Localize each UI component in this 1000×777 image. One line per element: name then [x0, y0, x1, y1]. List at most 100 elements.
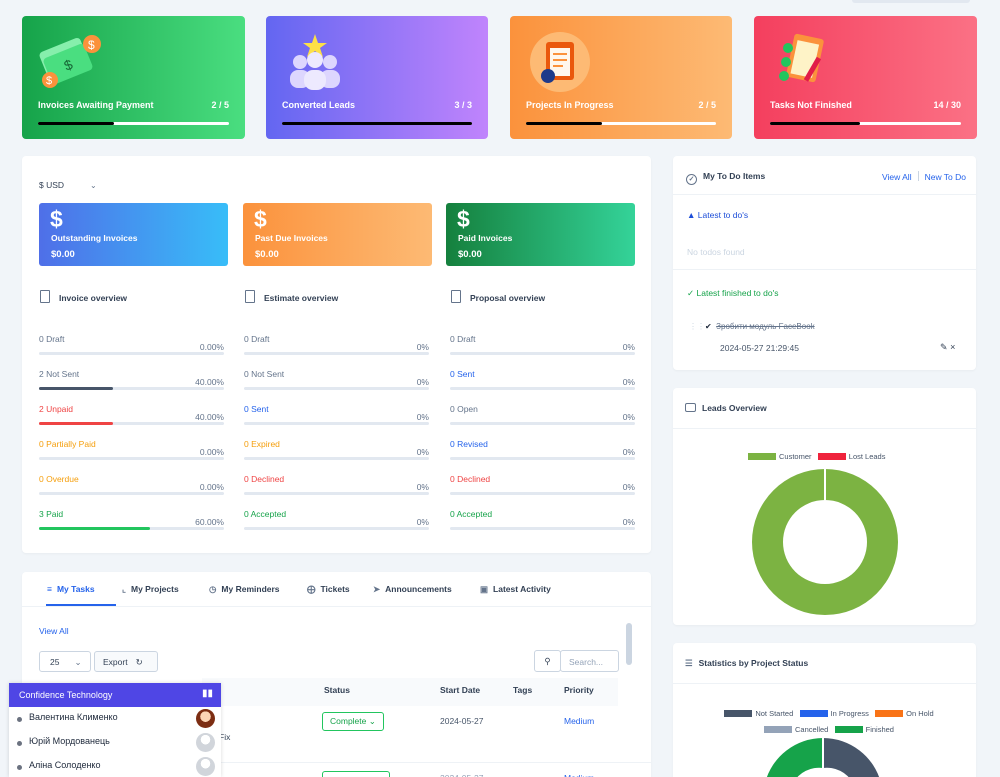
chat-user[interactable]: Валентина Клименко: [9, 707, 221, 731]
chat-user[interactable]: Аліна Солоденко: [9, 755, 221, 777]
leads-title: Leads Overview: [685, 403, 767, 413]
stat-card-tasks-not-finished[interactable]: Tasks Not Finished 14 / 30: [754, 16, 977, 139]
row-label[interactable]: 0 Declined: [244, 474, 285, 484]
task-name-fragment[interactable]: Fix: [219, 732, 231, 742]
past-due-invoices-card[interactable]: $ Past Due Invoices $0.00: [243, 203, 432, 266]
search-icon[interactable]: ⚲: [534, 650, 561, 672]
legend-not-started: Not Started: [755, 709, 794, 718]
stat-label: Tasks Not Finished: [770, 100, 852, 110]
tab-my-projects[interactable]: ⌞ My Projects: [122, 584, 179, 594]
row-progress-fill: [39, 527, 150, 530]
close-icon[interactable]: ×: [950, 342, 956, 352]
chart-icon: ⌞: [122, 584, 126, 594]
legend-swatch: [724, 710, 753, 717]
tab-my-reminders[interactable]: ◷ My Reminders: [209, 584, 280, 594]
column-status[interactable]: Status: [324, 685, 350, 695]
legend-swatch: [764, 726, 792, 733]
project-status-donut-chart: [766, 738, 880, 777]
bars-icon: ☰: [685, 658, 693, 668]
export-button[interactable]: Export ↻: [94, 651, 158, 672]
row-label[interactable]: 0 Draft: [244, 334, 270, 344]
status-dropdown[interactable]: Complete ⌄: [322, 712, 384, 731]
team-star-icon: [290, 34, 340, 90]
row-percent: 0%: [416, 447, 429, 457]
row-label[interactable]: 2 Unpaid: [39, 404, 74, 414]
row-label[interactable]: 0 Open: [450, 404, 478, 414]
row-label[interactable]: 0 Draft: [450, 334, 476, 344]
row-label[interactable]: 0 Accepted: [450, 509, 493, 519]
refresh-icon[interactable]: ↻: [135, 657, 143, 667]
dollar-icon: $: [254, 206, 267, 232]
page-size-select[interactable]: 25 ⌄: [39, 651, 91, 672]
stat-progress-track: [282, 122, 472, 125]
tab-announcements[interactable]: ➤ Announcements: [373, 584, 452, 594]
card-value: $0.00: [255, 249, 279, 260]
scrollbar-thumb[interactable]: [626, 623, 632, 665]
tab-my-tasks[interactable]: ≡ My Tasks: [47, 584, 95, 594]
row-label[interactable]: 3 Paid: [39, 509, 64, 519]
new-todo-link[interactable]: New To Do: [924, 172, 966, 182]
status-dropdown[interactable]: [322, 771, 390, 777]
column-priority[interactable]: Priority: [564, 685, 594, 695]
chat-toggle-icon[interactable]: ▮▮: [201, 688, 213, 699]
drag-handle-icon[interactable]: ⋮⋮: [689, 322, 705, 331]
row-label[interactable]: 0 Accepted: [244, 509, 287, 519]
currency-value: $ USD: [39, 180, 65, 190]
money-stack-icon: $ $ $: [39, 35, 101, 88]
search-input[interactable]: Search...: [560, 650, 619, 672]
chevron-down-icon: ⌄: [368, 716, 376, 726]
chat-widget: Confidence Technology ▮▮ Валентина Климен…: [9, 683, 221, 777]
finished-todo-item[interactable]: ✔ Зробити модуль FaceBook: [705, 322, 815, 331]
outstanding-invoices-card[interactable]: $ Outstanding Invoices $0.00: [39, 203, 228, 266]
donut-segment-not-started: [823, 738, 880, 777]
chat-user[interactable]: Юрій Мордованець: [9, 731, 221, 755]
row-percent: 0.00%: [199, 482, 224, 492]
file-text-icon: [451, 290, 461, 303]
stat-progress-fill: [770, 122, 860, 125]
stat-label: Projects In Progress: [526, 100, 614, 110]
row-label[interactable]: 0 Sent: [450, 369, 475, 379]
row-label[interactable]: 0 Expired: [244, 439, 280, 449]
stat-card-converted-leads[interactable]: Converted Leads 3 / 3: [266, 16, 488, 139]
paid-invoices-card[interactable]: $ Paid Invoices $0.00: [446, 203, 635, 266]
clipboard-icon: [530, 32, 590, 92]
todo-actions-icons: ✎ ×: [940, 342, 955, 353]
tab-tickets[interactable]: ⨁ Tickets: [307, 584, 350, 594]
row-label[interactable]: 0 Overdue: [39, 474, 79, 484]
donut-segment-customer[interactable]: [752, 469, 898, 615]
task-priority[interactable]: Medium: [564, 773, 594, 777]
row-label[interactable]: 0 Draft: [39, 334, 65, 344]
row-label[interactable]: 0 Declined: [450, 474, 491, 484]
page-size-value: 25: [50, 657, 60, 667]
row-progress-track: [244, 387, 429, 390]
row-label[interactable]: 0 Not Sent: [244, 369, 285, 379]
top-right-control[interactable]: [852, 0, 970, 3]
chat-header[interactable]: Confidence Technology ▮▮: [9, 683, 221, 707]
edit-icon[interactable]: ✎: [940, 342, 948, 352]
row-percent: 0%: [622, 482, 635, 492]
chevron-down-icon: ⌄: [74, 657, 82, 667]
view-all-todos-link[interactable]: View All: [881, 172, 912, 182]
clock-icon: ◷: [209, 584, 217, 594]
estimate-overview: Estimate overview 0 Draft 0% 0 Not Sent 0% 0…: [244, 290, 429, 530]
view-all-tasks-link[interactable]: View All: [39, 626, 69, 636]
checklist-icon: [779, 33, 824, 83]
currency-select[interactable]: $ USD ⌄: [39, 180, 97, 190]
overview-row: 0 Sent 0%: [244, 404, 429, 434]
stat-card-projects-in-progress[interactable]: Projects In Progress 2 / 5: [510, 16, 732, 139]
column-tags[interactable]: Tags: [513, 685, 533, 695]
table-header: [202, 678, 618, 706]
project-stats-panel: ☰ Statistics by Project Status Not Starte…: [673, 643, 976, 777]
row-label[interactable]: 0 Partially Paid: [39, 439, 96, 449]
row-label[interactable]: 0 Revised: [450, 439, 488, 449]
document-icon: [40, 290, 50, 303]
row-label[interactable]: 2 Not Sent: [39, 369, 80, 379]
tab-latest-activity[interactable]: ▣ Latest Activity: [480, 584, 551, 594]
row-progress-track: [244, 352, 429, 355]
donut-segment-finished: [766, 738, 823, 777]
overview-row: 0 Draft 0%: [244, 334, 429, 364]
task-priority[interactable]: Medium: [564, 716, 595, 726]
row-label[interactable]: 0 Sent: [244, 404, 269, 414]
column-start-date[interactable]: Start Date: [440, 685, 481, 695]
stat-card-invoices-awaiting[interactable]: $ $ $ Invoices Awaiting Payment 2 / 5: [22, 16, 245, 139]
